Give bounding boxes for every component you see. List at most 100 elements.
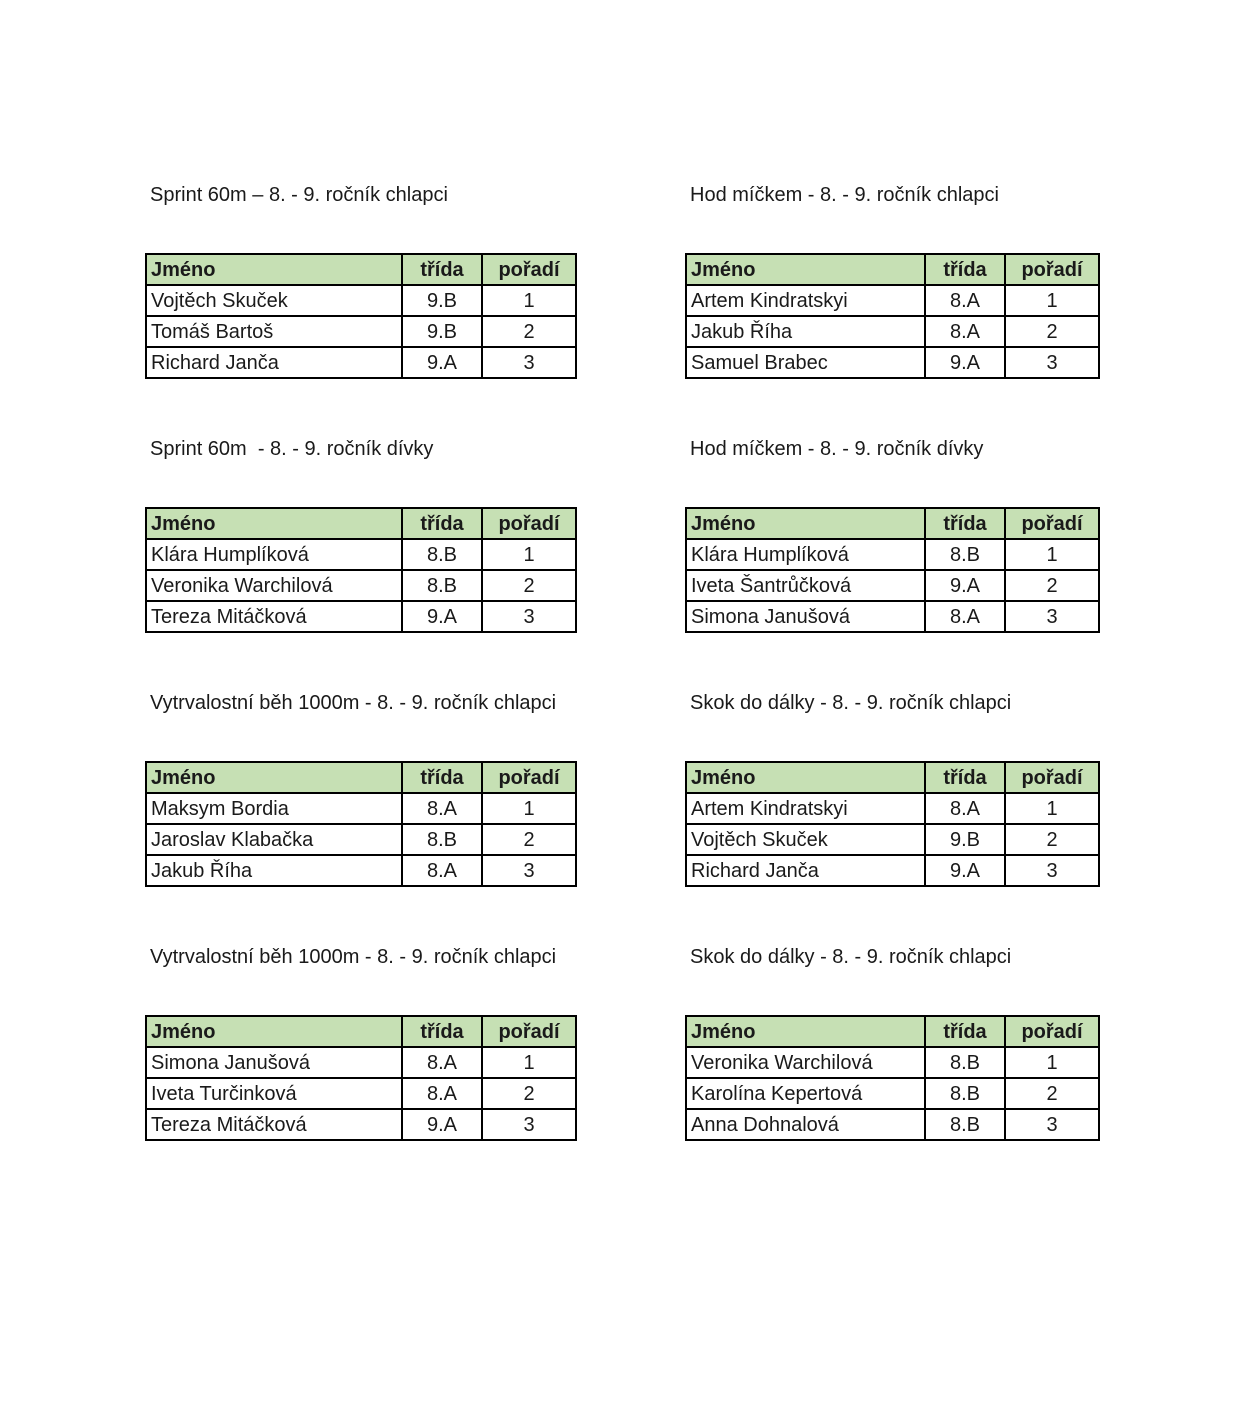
class-cell: 9.A (924, 854, 1006, 887)
table-row: Artem Kindratskyi 8.A 1 (685, 284, 1100, 317)
column-header-class: třída (924, 1015, 1006, 1048)
rank-cell: 1 (1004, 284, 1100, 317)
event-section: Hod míčkem - 8. - 9. ročník chlapci Jmén… (685, 183, 1100, 379)
rank-cell: 2 (481, 315, 577, 348)
results-table: Jméno třída pořadí Veronika Warchilová 8.… (685, 1015, 1100, 1141)
class-cell: 8.A (924, 600, 1006, 633)
column-header-rank: pořadí (481, 1015, 577, 1048)
column-header-name: Jméno (685, 253, 926, 286)
table-body: Vojtěch Skuček 9.B 1 Tomáš Bartoš 9.B 2 Richar… (145, 284, 577, 379)
column-header-class: třída (401, 253, 483, 286)
table-row: Simona Janušová 8.A 1 (145, 1046, 577, 1079)
athlete-name-cell: Samuel Brabec (685, 346, 926, 379)
table-row: Richard Janča 9.A 3 (685, 854, 1100, 887)
class-cell: 8.B (924, 1077, 1006, 1110)
class-cell: 8.A (401, 854, 483, 887)
athlete-name-cell: Klára Humplíková (145, 538, 403, 571)
class-cell: 8.B (401, 823, 483, 856)
table-row: Anna Dohnalová 8.B 3 (685, 1108, 1100, 1141)
table-row: Simona Janušová 8.A 3 (685, 600, 1100, 633)
column-header-rank: pořadí (1004, 253, 1100, 286)
rank-cell: 2 (1004, 569, 1100, 602)
class-cell: 9.A (924, 569, 1006, 602)
athlete-name-cell: Simona Janušová (685, 600, 926, 633)
results-table: Jméno třída pořadí Klára Humplíková 8.B 1 I… (685, 507, 1100, 633)
rank-cell: 2 (481, 1077, 577, 1110)
event-section: Vytrvalostní běh 1000m - 8. - 9. ročník … (145, 691, 577, 887)
table-row: Tomáš Bartoš 9.B 2 (145, 315, 577, 348)
column-header-class: třída (924, 507, 1006, 540)
column-header-rank: pořadí (481, 253, 577, 286)
column-header-class: třída (401, 507, 483, 540)
column-header-rank: pořadí (1004, 761, 1100, 794)
athlete-name-cell: Karolína Kepertová (685, 1077, 926, 1110)
event-title: Hod míčkem - 8. - 9. ročník chlapci (690, 184, 999, 206)
class-cell: 8.B (401, 538, 483, 571)
results-table: Jméno třída pořadí Artem Kindratskyi 8.A 1… (685, 761, 1100, 887)
results-table: Jméno třída pořadí Vojtěch Skuček 9.B 1 Tom… (145, 253, 577, 379)
athlete-name-cell: Veronika Warchilová (685, 1046, 926, 1079)
rank-cell: 3 (481, 600, 577, 633)
event-title: Skok do dálky - 8. - 9. ročník chlapci (690, 946, 1012, 968)
athlete-name-cell: Anna Dohnalová (685, 1108, 926, 1141)
table-body: Veronika Warchilová 8.B 1 Karolína Kepertov… (685, 1046, 1100, 1141)
table-header-row: Jméno třída pořadí (685, 253, 1100, 286)
rank-cell: 3 (1004, 1108, 1100, 1141)
table-body: Klára Humplíková 8.B 1 Veronika Warchilová 8… (145, 538, 577, 633)
class-cell: 8.B (924, 538, 1006, 571)
event-section: Hod míčkem - 8. - 9. ročník dívky Jméno … (685, 437, 1100, 633)
athlete-name-cell: Maksym Bordia (145, 792, 403, 825)
table-row: Tereza Mitáčková 9.A 3 (145, 1108, 577, 1141)
column-header-name: Jméno (145, 1015, 403, 1048)
table-row: Richard Janča 9.A 3 (145, 346, 577, 379)
table-body: Artem Kindratskyi 8.A 1 Vojtěch Skuček 9.B 2 R… (685, 792, 1100, 887)
athlete-name-cell: Artem Kindratskyi (685, 284, 926, 317)
table-header-row: Jméno třída pořadí (145, 253, 577, 286)
table-row: Jakub Říha 8.A 3 (145, 854, 577, 887)
athlete-name-cell: Tomáš Bartoš (145, 315, 403, 348)
rank-cell: 3 (481, 1108, 577, 1141)
table-header-row: Jméno třída pořadí (145, 507, 577, 540)
rank-cell: 2 (481, 823, 577, 856)
table-row: Vojtěch Skuček 9.B 1 (145, 284, 577, 317)
table-row: Maksym Bordia 8.A 1 (145, 792, 577, 825)
rank-cell: 1 (1004, 538, 1100, 571)
table-row: Klára Humplíková 8.B 1 (685, 538, 1100, 571)
class-cell: 8.A (924, 792, 1006, 825)
event-section: Skok do dálky - 8. - 9. ročník chlapci J… (685, 691, 1100, 887)
column-header-rank: pořadí (481, 761, 577, 794)
class-cell: 8.A (401, 792, 483, 825)
class-cell: 9.B (401, 315, 483, 348)
table-header-row: Jméno třída pořadí (685, 507, 1100, 540)
column-header-class: třída (401, 1015, 483, 1048)
class-cell: 8.A (924, 315, 1006, 348)
rank-cell: 3 (1004, 346, 1100, 379)
results-table: Jméno třída pořadí Artem Kindratskyi 8.A 1… (685, 253, 1100, 379)
class-cell: 9.B (401, 284, 483, 317)
table-row: Veronika Warchilová 8.B 1 (685, 1046, 1100, 1079)
athlete-name-cell: Tereza Mitáčková (145, 1108, 403, 1141)
column-header-class: třída (924, 253, 1006, 286)
class-cell: 9.A (401, 1108, 483, 1141)
table-body: Klára Humplíková 8.B 1 Iveta Šantrůčková 9.A… (685, 538, 1100, 633)
column-header-name: Jméno (145, 761, 403, 794)
athlete-name-cell: Jakub Říha (685, 315, 926, 348)
table-row: Artem Kindratskyi 8.A 1 (685, 792, 1100, 825)
athlete-name-cell: Artem Kindratskyi (685, 792, 926, 825)
class-cell: 8.A (401, 1077, 483, 1110)
rank-cell: 2 (1004, 823, 1100, 856)
column-header-class: třída (924, 761, 1006, 794)
column-header-rank: pořadí (481, 507, 577, 540)
event-title: Sprint 60m – 8. - 9. ročník chlapci (150, 184, 448, 206)
rank-cell: 1 (481, 792, 577, 825)
results-table: Jméno třída pořadí Maksym Bordia 8.A 1 Jaro… (145, 761, 577, 887)
table-row: Iveta Šantrůčková 9.A 2 (685, 569, 1100, 602)
table-header-row: Jméno třída pořadí (145, 1015, 577, 1048)
table-body: Artem Kindratskyi 8.A 1 Jakub Říha 8.A 2 Samue… (685, 284, 1100, 379)
rank-cell: 3 (1004, 600, 1100, 633)
athlete-name-cell: Simona Janušová (145, 1046, 403, 1079)
results-grid: Sprint 60m – 8. - 9. ročník chlapci Jmén… (145, 183, 1240, 1141)
table-row: Tereza Mitáčková 9.A 3 (145, 600, 577, 633)
rank-cell: 1 (1004, 792, 1100, 825)
